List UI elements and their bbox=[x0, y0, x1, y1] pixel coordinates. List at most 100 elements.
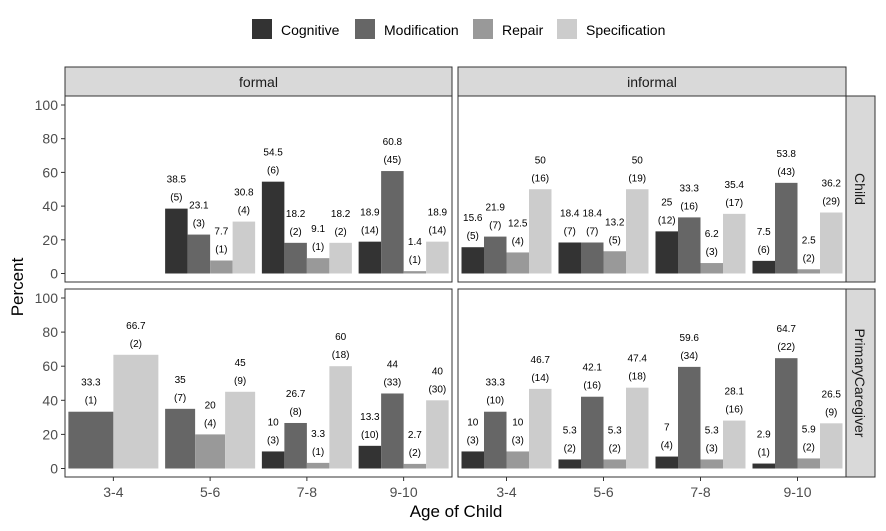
x-tick-label: 7-8 bbox=[297, 484, 317, 500]
data-label-count: (30) bbox=[428, 384, 446, 395]
data-label-count: (4) bbox=[661, 441, 673, 452]
data-label-value: 5.3 bbox=[563, 425, 577, 436]
data-label-count: (2) bbox=[335, 227, 347, 238]
bar-specification bbox=[529, 189, 552, 274]
bar-specification bbox=[529, 388, 552, 469]
bar-repair bbox=[603, 251, 626, 274]
data-label-value: 54.5 bbox=[263, 148, 283, 159]
data-label-value: 6.2 bbox=[705, 229, 719, 240]
data-label-value: 50 bbox=[535, 155, 547, 166]
legend-item-modification: Modification bbox=[355, 19, 459, 39]
bar-modification bbox=[484, 411, 507, 469]
data-label-count: (10) bbox=[361, 430, 379, 441]
data-label-value: 18.4 bbox=[583, 208, 603, 219]
data-label-value: 23.1 bbox=[189, 201, 209, 212]
data-label-value: 20 bbox=[205, 400, 217, 411]
x-tick-label: 5-6 bbox=[200, 484, 220, 500]
data-label-count: (3) bbox=[706, 443, 718, 454]
y-tick-label: 60 bbox=[42, 358, 58, 374]
data-label-value: 45 bbox=[235, 358, 247, 369]
data-label-count: (4) bbox=[238, 206, 250, 217]
y-tick-label: 80 bbox=[42, 324, 58, 340]
y-tick-label: 40 bbox=[42, 392, 58, 408]
bar-cognitive bbox=[558, 242, 581, 274]
data-label-value: 33.3 bbox=[81, 378, 101, 389]
data-label-count: (6) bbox=[758, 245, 770, 256]
bar-specification bbox=[329, 242, 352, 274]
data-label-count: (43) bbox=[777, 167, 795, 178]
bar-specification bbox=[723, 420, 746, 469]
bar-specification bbox=[626, 189, 649, 274]
bar-cognitive bbox=[358, 241, 382, 274]
data-label-count: (5) bbox=[170, 193, 182, 204]
data-label-count: (2) bbox=[290, 227, 302, 238]
bar-repair bbox=[797, 458, 820, 469]
bar-repair bbox=[506, 451, 529, 469]
data-label-value: 5.9 bbox=[802, 424, 816, 435]
bar-cognitive bbox=[655, 456, 678, 469]
strip-label-child: Child bbox=[852, 173, 868, 205]
data-label-value: 13.3 bbox=[360, 412, 380, 423]
bar-repair bbox=[306, 258, 330, 274]
data-label-count: (34) bbox=[680, 351, 698, 362]
data-label-value: 10 bbox=[467, 417, 479, 428]
data-label-value: 47.4 bbox=[628, 354, 648, 365]
legend-label: Specification bbox=[586, 22, 665, 38]
bar-modification bbox=[581, 242, 604, 274]
y-tick-label: 20 bbox=[42, 232, 58, 248]
bar-modification bbox=[165, 408, 196, 469]
data-label-value: 53.8 bbox=[777, 149, 797, 160]
bar-repair bbox=[195, 434, 226, 469]
data-label-count: (7) bbox=[564, 226, 576, 237]
bar-repair bbox=[797, 269, 820, 274]
data-label-count: (18) bbox=[628, 372, 646, 383]
data-label-count: (33) bbox=[383, 377, 401, 388]
legend-swatch bbox=[557, 19, 577, 39]
strip-label-formal: formal bbox=[239, 74, 278, 90]
data-label-value: 2.9 bbox=[757, 430, 771, 441]
panel-primarycaregiver-informal: 10 (3) 33.3 (10) 10 (3) 46.7 (14) 5.3 (2) 42.1 (16)… bbox=[457, 288, 847, 478]
bar-cognitive bbox=[261, 451, 285, 469]
bar-specification bbox=[723, 213, 746, 274]
bar-cognitive bbox=[461, 247, 484, 274]
x-tick-label: 3-4 bbox=[103, 484, 123, 500]
data-label-count: (10) bbox=[486, 396, 504, 407]
data-label-count: (16) bbox=[725, 405, 743, 416]
bar-repair bbox=[700, 263, 723, 274]
data-label-count: (2) bbox=[564, 443, 576, 454]
bar-specification bbox=[820, 423, 843, 469]
data-label-value: 66.7 bbox=[126, 321, 146, 332]
data-label-value: 21.9 bbox=[486, 203, 506, 214]
data-label-count: (2) bbox=[130, 339, 142, 350]
data-label-count: (1) bbox=[312, 447, 324, 458]
data-label-count: (3) bbox=[193, 219, 205, 230]
data-label-count: (6) bbox=[267, 166, 279, 177]
data-label-count: (22) bbox=[777, 342, 795, 353]
strip-formal bbox=[64, 66, 453, 97]
data-label-count: (14) bbox=[531, 373, 549, 384]
bar-repair bbox=[506, 252, 529, 274]
data-label-count: (29) bbox=[822, 197, 840, 208]
legend-label: Repair bbox=[502, 22, 544, 38]
data-label-value: 26.5 bbox=[822, 389, 842, 400]
data-label-count: (2) bbox=[803, 253, 815, 264]
y-tick-label: 100 bbox=[35, 290, 59, 306]
data-label-value: 18.4 bbox=[560, 208, 580, 219]
data-label-value: 25 bbox=[661, 197, 673, 208]
legend-swatch bbox=[252, 19, 272, 39]
legend-item-repair: Repair bbox=[473, 19, 544, 39]
data-label-value: 50 bbox=[632, 155, 644, 166]
bar-modification bbox=[68, 411, 114, 469]
data-label-value: 12.5 bbox=[508, 218, 528, 229]
data-label-value: 36.2 bbox=[822, 179, 842, 190]
data-label-value: 18.2 bbox=[331, 209, 351, 220]
data-label-count: (4) bbox=[512, 236, 524, 247]
legend-label: Modification bbox=[384, 22, 459, 38]
data-label-value: 3.3 bbox=[311, 429, 325, 440]
bar-modification bbox=[775, 358, 798, 469]
data-label-count: (4) bbox=[204, 418, 216, 429]
data-label-value: 1.4 bbox=[408, 237, 422, 248]
data-label-value: 10 bbox=[268, 417, 280, 428]
data-label-count: (16) bbox=[531, 173, 549, 184]
bar-modification bbox=[775, 182, 798, 274]
